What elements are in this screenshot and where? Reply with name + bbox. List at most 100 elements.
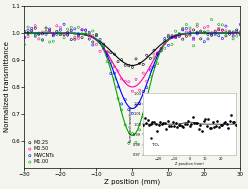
M0.50	[26, 35, 30, 38]
M0.50	[127, 80, 131, 83]
M0.50	[235, 32, 239, 35]
MWCNTs	[55, 33, 59, 36]
MWCNTs	[195, 32, 199, 35]
M0.50	[141, 72, 145, 75]
MWCNTs	[235, 30, 239, 33]
M0.25	[66, 31, 70, 34]
M0.50	[33, 24, 37, 27]
MWCNTs	[30, 27, 34, 30]
M1.00	[109, 62, 113, 65]
M1.00	[159, 50, 163, 53]
M1.00	[73, 33, 77, 36]
M0.50	[23, 36, 27, 39]
M1.00	[220, 23, 224, 26]
M0.25	[217, 28, 221, 31]
M1.00	[37, 32, 41, 35]
M0.25	[112, 53, 116, 56]
M1.00	[213, 33, 217, 36]
M0.50	[80, 28, 84, 31]
M0.50	[102, 47, 106, 50]
MWCNTs	[94, 34, 98, 37]
M0.25	[138, 62, 142, 65]
M0.50	[130, 90, 134, 93]
M0.50	[109, 60, 113, 63]
M0.50	[148, 66, 152, 69]
M0.25	[199, 37, 203, 40]
M0.25	[195, 31, 199, 34]
MWCNTs	[130, 112, 134, 115]
MWCNTs	[48, 28, 52, 31]
MWCNTs	[228, 31, 232, 34]
M1.00	[127, 142, 131, 145]
MWCNTs	[191, 37, 195, 40]
M0.25	[55, 30, 59, 33]
M1.00	[181, 27, 185, 30]
MWCNTs	[170, 36, 174, 39]
M1.00	[84, 32, 88, 35]
MWCNTs	[159, 49, 163, 52]
M1.00	[123, 123, 127, 126]
M0.25	[87, 37, 91, 40]
M0.50	[51, 32, 55, 35]
M0.50	[44, 30, 48, 33]
M1.00	[163, 47, 167, 50]
M1.00	[155, 62, 159, 65]
MWCNTs	[177, 33, 181, 36]
MWCNTs	[166, 44, 170, 47]
M0.25	[102, 43, 106, 46]
M0.50	[73, 36, 77, 39]
MWCNTs	[213, 32, 217, 35]
M1.00	[228, 30, 232, 33]
M1.00	[23, 43, 27, 46]
M1.00	[80, 32, 84, 35]
M0.50	[166, 34, 170, 37]
M0.50	[159, 47, 163, 50]
MWCNTs	[224, 25, 228, 28]
MWCNTs	[59, 29, 62, 32]
MWCNTs	[105, 54, 109, 57]
MWCNTs	[69, 29, 73, 32]
MWCNTs	[145, 86, 149, 89]
M0.25	[109, 51, 113, 54]
MWCNTs	[44, 33, 48, 36]
M1.00	[44, 30, 48, 33]
MWCNTs	[181, 28, 185, 31]
M1.00	[130, 132, 134, 135]
M1.00	[48, 40, 52, 43]
M0.25	[141, 63, 145, 66]
MWCNTs	[91, 43, 95, 46]
M1.00	[55, 30, 59, 33]
M1.00	[188, 27, 192, 30]
MWCNTs	[98, 38, 102, 41]
M1.00	[191, 44, 195, 47]
M0.25	[228, 33, 232, 36]
M0.50	[228, 30, 232, 33]
M1.00	[141, 115, 145, 118]
MWCNTs	[84, 28, 88, 31]
M0.50	[177, 35, 181, 38]
MWCNTs	[138, 102, 142, 105]
M1.00	[94, 34, 98, 37]
MWCNTs	[116, 85, 120, 88]
MWCNTs	[163, 37, 167, 40]
M1.00	[66, 28, 70, 31]
MWCNTs	[120, 102, 124, 105]
M0.25	[62, 33, 66, 36]
MWCNTs	[174, 36, 178, 39]
M0.50	[174, 36, 178, 39]
M0.50	[184, 31, 188, 34]
M0.50	[123, 80, 127, 83]
M0.50	[231, 32, 235, 35]
M0.25	[69, 38, 73, 41]
M0.50	[155, 51, 159, 54]
MWCNTs	[202, 40, 206, 43]
M0.25	[73, 38, 77, 41]
M0.25	[181, 38, 185, 41]
M0.50	[188, 29, 192, 32]
M1.00	[202, 31, 206, 34]
M0.25	[40, 32, 44, 35]
M1.00	[91, 29, 95, 33]
M1.00	[102, 45, 106, 48]
M1.00	[59, 32, 62, 35]
M0.50	[210, 31, 214, 34]
